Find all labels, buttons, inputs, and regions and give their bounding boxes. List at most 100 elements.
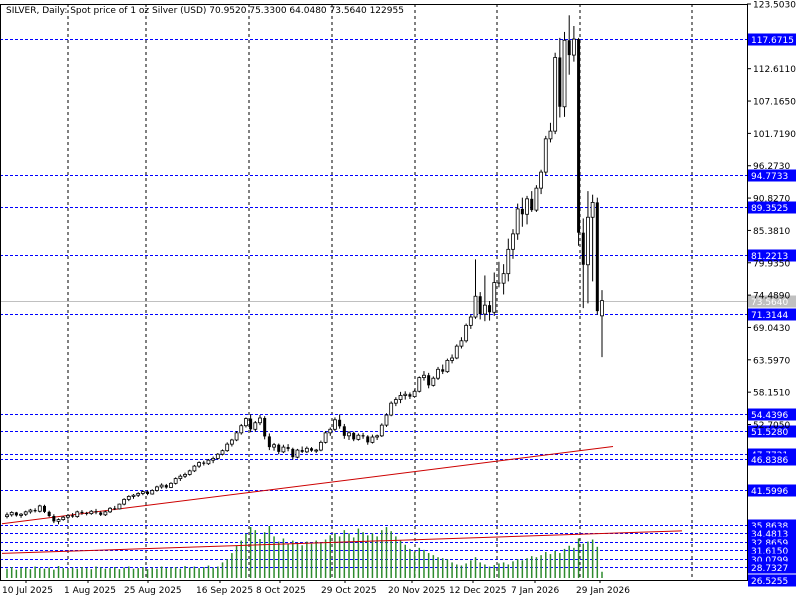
candle-body-up [347, 432, 351, 437]
candle-body-down [441, 369, 445, 372]
level-price-tag[interactable] [748, 561, 796, 574]
price-axis[interactable]: 117.6715 94.7733 89.3525 81.2213 71.3144 54.4… [747, 1, 796, 588]
volume-bar [432, 555, 435, 578]
price-tick-label: 74.4890 [753, 292, 790, 302]
volume-bars [6, 526, 603, 578]
level-price-label: 94.7733 [751, 172, 788, 182]
price-tick-label: 107.1650 [753, 98, 796, 108]
level-price-tag[interactable] [748, 453, 796, 466]
candle-body-up [492, 282, 497, 313]
volume-bar [292, 540, 294, 578]
volume-bar [184, 566, 186, 578]
candle-body-down [352, 432, 356, 440]
volume-bar [470, 560, 472, 578]
price-tick-label: 123.5030 [753, 1, 796, 11]
level-price-label: 81.2213 [751, 252, 788, 262]
candle-body-up [28, 509, 33, 513]
volume-bar [559, 553, 561, 578]
time-tick-label: 20 Nov 2025 [388, 586, 446, 596]
candle-body-up [571, 38, 576, 56]
volume-bar [376, 536, 378, 578]
time-tick-label: 29 Jan 2026 [576, 586, 630, 596]
volume-bar [231, 553, 233, 578]
level-price-tag[interactable] [748, 249, 796, 262]
volume-bar [67, 569, 69, 578]
candle-body-up [525, 198, 529, 215]
candle-body-down [408, 394, 412, 397]
level-price-tag[interactable] [748, 408, 796, 421]
level-price-tag[interactable] [748, 484, 796, 497]
candle-body-down [71, 515, 75, 517]
volume-bar [460, 565, 463, 578]
volume-bar [268, 526, 271, 578]
level-price-label: 71.3144 [751, 311, 788, 321]
candle-body-up [459, 340, 464, 347]
level-price-tag[interactable] [748, 33, 796, 46]
candle-body-up [543, 138, 548, 173]
level-price-tag[interactable] [748, 201, 796, 214]
time-tick-label: 25 Aug 2025 [124, 586, 182, 596]
candle-body-up [225, 443, 230, 452]
candle-body-up [19, 513, 23, 516]
candle-body-up [431, 377, 436, 386]
volume-bar [399, 540, 402, 578]
volume-bar [277, 541, 280, 578]
level-price-tag[interactable] [748, 308, 796, 321]
volume-bar [226, 559, 228, 578]
candle-body-up [295, 449, 300, 458]
time-axis[interactable]: 10 Jul 2025 1 Aug 2025 25 Aug 2025 16 Sep 2… [2, 580, 630, 596]
candle-body-up [445, 359, 450, 373]
price-tick-label: 69.0430 [753, 324, 790, 334]
candle-body-up [192, 465, 197, 472]
candle-body-down [488, 305, 492, 313]
price-tick-label: 96.2730 [753, 162, 790, 172]
volume-bar [451, 562, 453, 578]
volume-bar [254, 530, 257, 578]
candle-body-up [393, 399, 398, 404]
candle-body-up [61, 516, 66, 520]
volume-bar [235, 545, 238, 578]
plot-border [0, 4, 748, 581]
volume-bar [151, 567, 153, 578]
volume-bar [563, 548, 566, 578]
level-price-label: 54.4396 [751, 411, 788, 421]
candle-body-up [239, 425, 244, 434]
candle-body-up [281, 446, 286, 453]
volume-bar [85, 568, 88, 578]
price-tick-label: 85.3810 [753, 227, 790, 237]
volume-bar [174, 567, 177, 578]
trendline-upper[interactable] [1, 446, 614, 525]
candle-body-up [398, 395, 403, 400]
volume-bar [390, 531, 392, 578]
candle-body-up [197, 462, 201, 467]
volume-bar [526, 558, 528, 578]
level-price-tag[interactable] [748, 169, 796, 182]
volume-bar [587, 541, 589, 578]
volume-bar [99, 567, 102, 578]
volume-bar [128, 566, 130, 578]
volume-bar [137, 568, 139, 578]
volume-bar [29, 569, 32, 578]
volume-bar [146, 569, 149, 578]
volume-bar [263, 532, 266, 578]
candle-body-down [42, 505, 46, 512]
level-price-label: 89.3525 [751, 204, 788, 214]
candle-body-down [530, 198, 534, 211]
trendline-lower[interactable] [1, 530, 683, 554]
level-price-tag[interactable] [748, 425, 796, 438]
trendlines[interactable] [1, 446, 683, 554]
candle-body-down [595, 202, 599, 312]
volume-bar [301, 545, 303, 578]
candle-body-down [52, 516, 56, 522]
candle-body-up [75, 511, 80, 517]
candle-body-down [478, 296, 482, 315]
candle-body-up [66, 515, 70, 518]
candle-body-up [178, 475, 183, 479]
volume-bar [498, 563, 500, 578]
candle-body-down [85, 513, 89, 515]
volume-bar [488, 566, 491, 578]
level-price-tag[interactable] [748, 574, 796, 587]
volume-bar [114, 567, 116, 578]
